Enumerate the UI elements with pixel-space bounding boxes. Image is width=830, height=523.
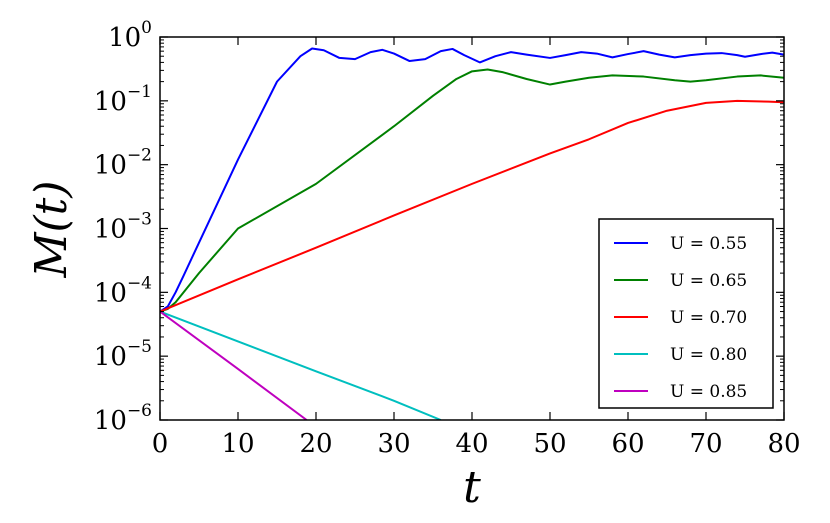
y-tick-label: 10−3 bbox=[94, 210, 152, 245]
legend-box bbox=[598, 218, 774, 409]
y-tick-label: 100 bbox=[108, 18, 152, 53]
legend: U = 0.55 U = 0.65 U = 0.70 U = 0.80 U = 0.85 bbox=[598, 218, 774, 409]
x-tick-label: 70 bbox=[689, 429, 722, 459]
x-tick-label: 10 bbox=[221, 429, 254, 459]
y-axis-label: M(t) bbox=[26, 180, 77, 278]
legend-label-2: U = 0.70 bbox=[670, 308, 747, 328]
x-tick-label: 50 bbox=[533, 429, 566, 459]
legend-label-3: U = 0.80 bbox=[670, 345, 747, 365]
y-tick-label: 10−5 bbox=[94, 337, 152, 372]
x-tick-label: 20 bbox=[299, 429, 332, 459]
x-tick-label: 60 bbox=[611, 429, 644, 459]
x-tick-label: 80 bbox=[767, 429, 800, 459]
plot-frame bbox=[159, 36, 785, 421]
series-line-2 bbox=[160, 99, 784, 313]
y-tick-label: 10−2 bbox=[94, 146, 152, 181]
y-tick-label: 10−6 bbox=[94, 401, 152, 436]
y-tick-label: 10−4 bbox=[94, 273, 152, 308]
legend-label-0: U = 0.55 bbox=[670, 234, 747, 254]
legend-label-1: U = 0.65 bbox=[670, 271, 747, 291]
x-axis-label: t bbox=[463, 462, 481, 513]
legend-label-4: U = 0.85 bbox=[670, 382, 747, 402]
x-tick-label: 0 bbox=[152, 429, 169, 459]
x-tick-label: 30 bbox=[377, 429, 410, 459]
series-line-3 bbox=[160, 310, 442, 420]
series-line-0 bbox=[160, 47, 784, 313]
y-tick-label: 10−1 bbox=[94, 82, 152, 117]
series-line-4 bbox=[160, 310, 308, 420]
x-tick-label: 40 bbox=[455, 429, 488, 459]
series-line-1 bbox=[160, 68, 784, 313]
